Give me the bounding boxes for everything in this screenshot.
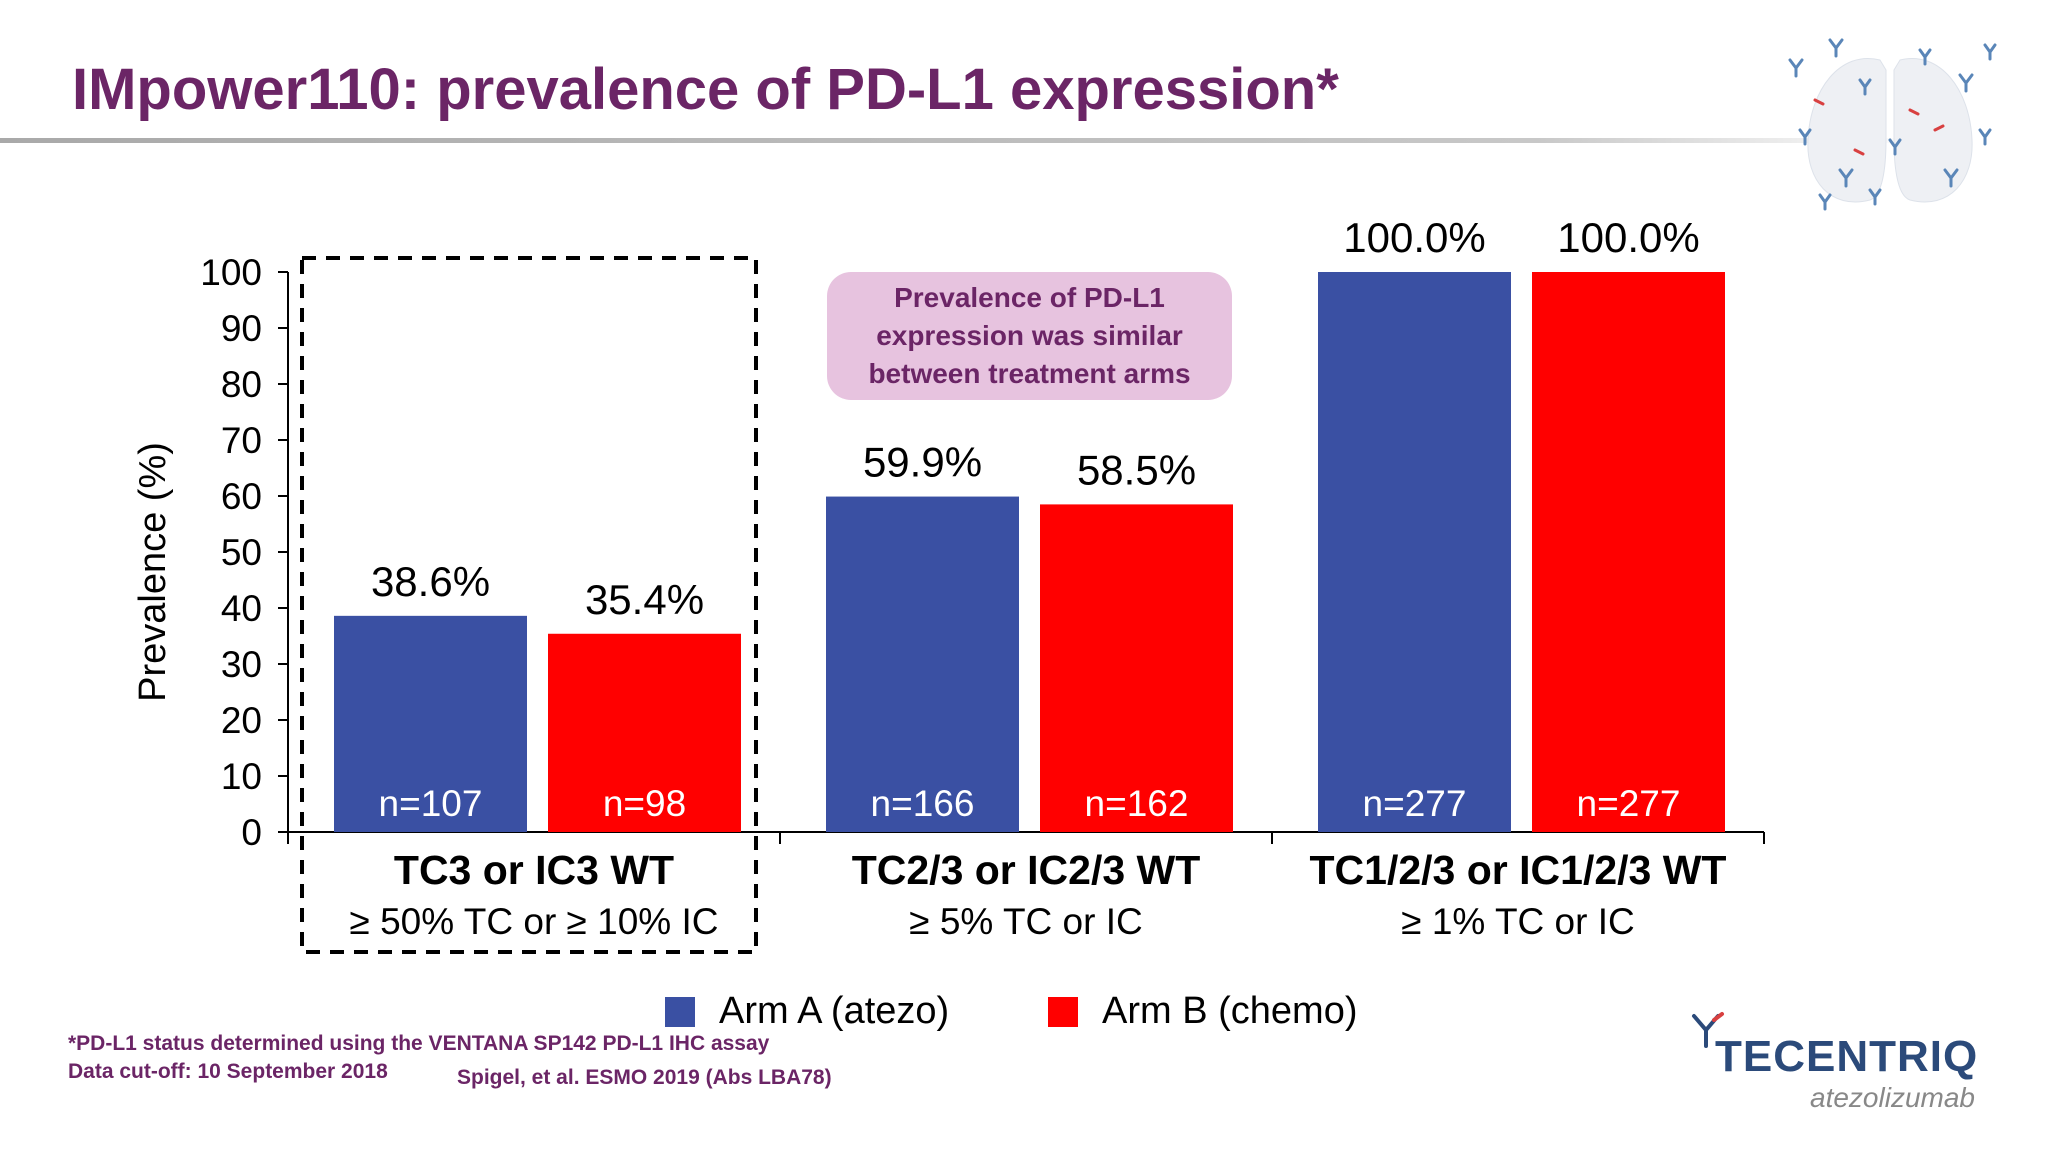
footnote-reference: Spigel, et al. ESMO 2019 (Abs LBA78) [457, 1066, 832, 1089]
tecentriq-logo: TECENTRIQ atezolizumab [1680, 1010, 2010, 1120]
footnote-assay: *PD-L1 status determined using the VENTA… [68, 1032, 770, 1055]
brand-name: TECENTRIQ [1715, 1032, 1979, 1081]
bar [1532, 272, 1725, 832]
legend-item-arm-a: Arm A (atezo) [665, 990, 949, 1033]
bar-value-label: 59.9% [863, 439, 982, 486]
y-tick-label: 40 [221, 588, 262, 629]
y-tick-label: 20 [221, 700, 262, 741]
bar-value-label: 35.4% [585, 576, 704, 623]
bar-value-label: 38.6% [371, 558, 490, 605]
x-category-sublabel: ≥ 1% TC or IC [1401, 901, 1634, 942]
lungs-antibodies-icon [1788, 38, 1997, 211]
bar-value-label: 100.0% [1557, 214, 1699, 261]
y-tick-label: 10 [221, 756, 262, 797]
bar-n-label: n=277 [1577, 783, 1681, 824]
similarity-callout: Prevalence of PD-L1 expression was simil… [827, 272, 1232, 400]
bar-n-label: n=277 [1363, 783, 1467, 824]
bar [334, 615, 527, 832]
footnote-cutoff: Data cut-off: 10 September 2018 [68, 1060, 388, 1083]
x-category-label: TC1/2/3 or IC1/2/3 WT [1310, 847, 1727, 893]
y-tick-label: 80 [221, 364, 262, 405]
x-category-sublabel: ≥ 50% TC or ≥ 10% IC [350, 901, 719, 942]
bar-n-label: n=162 [1085, 783, 1189, 824]
bar-n-label: n=98 [603, 783, 686, 824]
y-tick-label: 70 [221, 420, 262, 461]
legend-label-arm-b: Arm B (chemo) [1102, 990, 1358, 1032]
bar [826, 496, 1019, 832]
bar [1318, 272, 1511, 832]
bar-n-label: n=107 [379, 783, 483, 824]
y-tick-label: 30 [221, 644, 262, 685]
legend-item-arm-b: Arm B (chemo) [1048, 990, 1357, 1033]
bar-value-label: 100.0% [1343, 214, 1485, 261]
y-tick-label: 60 [221, 476, 262, 517]
y-tick-label: 0 [241, 812, 262, 853]
y-axis-title: Prevalence (%) [132, 442, 174, 702]
y-tick-label: 100 [200, 252, 262, 293]
title-divider [0, 138, 1920, 143]
y-tick-label: 50 [221, 532, 262, 573]
highlight-dashed-box [300, 256, 758, 954]
y-tick-label: 90 [221, 308, 262, 349]
slide-title: IMpower110: prevalence of PD-L1 expressi… [72, 57, 1339, 122]
bar [548, 633, 741, 832]
bar [1040, 504, 1233, 832]
x-category-label: TC2/3 or IC2/3 WT [852, 847, 1201, 893]
antibody-y-icon [1692, 1012, 1724, 1048]
legend-swatch-arm-a [665, 996, 695, 1027]
legend-swatch-arm-b [1048, 996, 1078, 1027]
brand-generic: atezolizumab [1810, 1082, 1975, 1113]
x-category-sublabel: ≥ 5% TC or IC [909, 901, 1142, 942]
legend-label-arm-a: Arm A (atezo) [719, 990, 950, 1032]
x-category-label: TC3 or IC3 WT [394, 847, 674, 893]
bar-value-label: 58.5% [1077, 446, 1196, 493]
bar-n-label: n=166 [871, 783, 975, 824]
